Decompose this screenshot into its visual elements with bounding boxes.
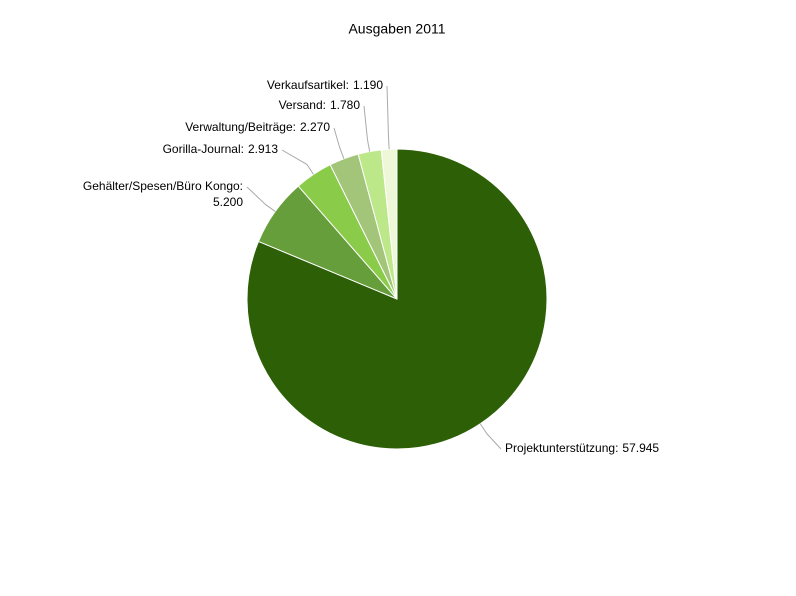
value-label: 1.780 (330, 98, 360, 112)
category-label: Verwaltung/Beiträge: (185, 120, 296, 134)
category-label: Verkaufsartikel: (267, 78, 349, 92)
value-label: 2.913 (248, 142, 278, 156)
chart-title: Ausgaben 2011 (348, 21, 445, 37)
leader-line (333, 127, 345, 159)
value-label: 1.190 (353, 78, 383, 92)
data-label: Versand: 1.780 (279, 98, 361, 112)
category-label: Versand: (279, 98, 326, 112)
value-label: 57.945 (622, 441, 659, 455)
data-label: Verkaufsartikel: 1.190 (267, 78, 383, 92)
category-label: Projektunterstützung: (505, 441, 618, 455)
leader-line (479, 423, 502, 450)
value-label: 2.270 (300, 120, 330, 134)
value-label: 5.200 (213, 195, 243, 209)
leader-line (246, 186, 276, 212)
data-label: Verwaltung/Beiträge: 2.270 (185, 120, 330, 134)
category-label: Gorilla-Journal: (163, 142, 244, 156)
data-label: Gorilla-Journal: 2.913 (163, 142, 279, 156)
data-label: Projektunterstützung: 57.945 (505, 441, 659, 455)
category-label: Gehälter/Spesen/Büro Kongo: (83, 179, 243, 193)
leader-line (363, 105, 371, 152)
leader-line (281, 149, 314, 175)
data-label: Gehälter/Spesen/Büro Kongo: 5.200 (83, 179, 243, 209)
leader-line (386, 85, 390, 150)
